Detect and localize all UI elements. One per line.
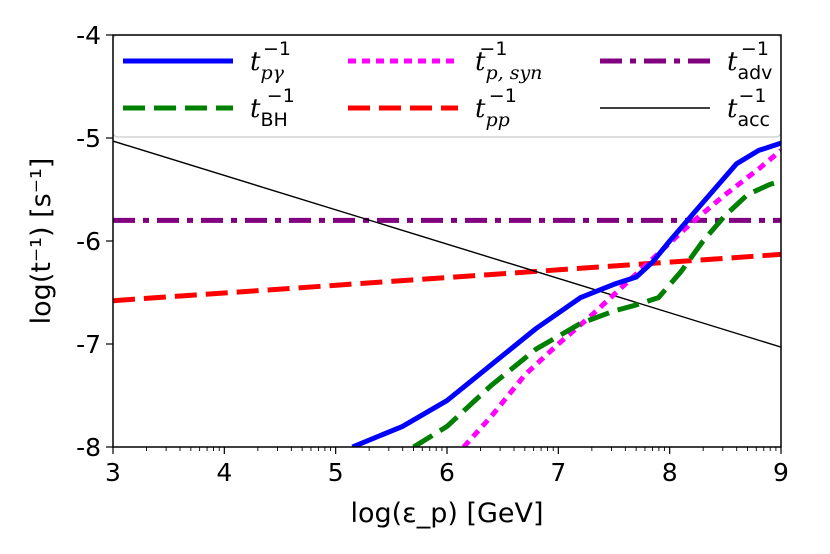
series-line-tpsyn <box>461 148 781 447</box>
series-line-tpp <box>113 251 781 304</box>
x-tick-label: 7 <box>550 458 566 487</box>
y-tick-label: -7 <box>76 330 101 359</box>
series-line-tp <box>351 140 781 447</box>
x-tick-label: 3 <box>105 458 121 487</box>
series-layer <box>113 140 781 447</box>
x-tick-label: 9 <box>773 458 789 487</box>
x-tick-label: 8 <box>662 458 678 487</box>
y-axis-title: log(t⁻¹) [s⁻¹] <box>26 158 57 325</box>
x-axis-title: log(ε_p) [GeV] <box>350 498 543 529</box>
legend-box <box>112 34 782 138</box>
y-tick-label: -4 <box>76 21 101 50</box>
axis-ticks: 3 4 5 6 7 8 9 -4 -5 -6 -7 -8 <box>76 21 789 487</box>
legend-label-adv: tadv−1 <box>727 38 772 84</box>
y-tick-label: -5 <box>76 124 101 153</box>
y-tick-label: -6 <box>76 227 101 256</box>
series-line-tbh <box>412 178 781 447</box>
legend-label-pp: tpp−1 <box>475 85 517 131</box>
legend-label-bh: tBH−1 <box>250 85 295 131</box>
legend-label-pgamma: tpγ−1 <box>250 38 291 84</box>
y-tick-label: -8 <box>76 433 101 462</box>
x-tick-label: 5 <box>328 458 344 487</box>
legend-label-psyn: tp, syn−1 <box>475 38 542 84</box>
legend-label-acc: tacc−1 <box>727 85 770 131</box>
series-line-tacc <box>113 140 781 348</box>
legend: tpγ−1 tp, syn−1 tadv−1 tBH−1 tpp−1 tacc−1 <box>112 34 782 138</box>
x-tick-label: 4 <box>216 458 232 487</box>
x-tick-label: 6 <box>439 458 455 487</box>
